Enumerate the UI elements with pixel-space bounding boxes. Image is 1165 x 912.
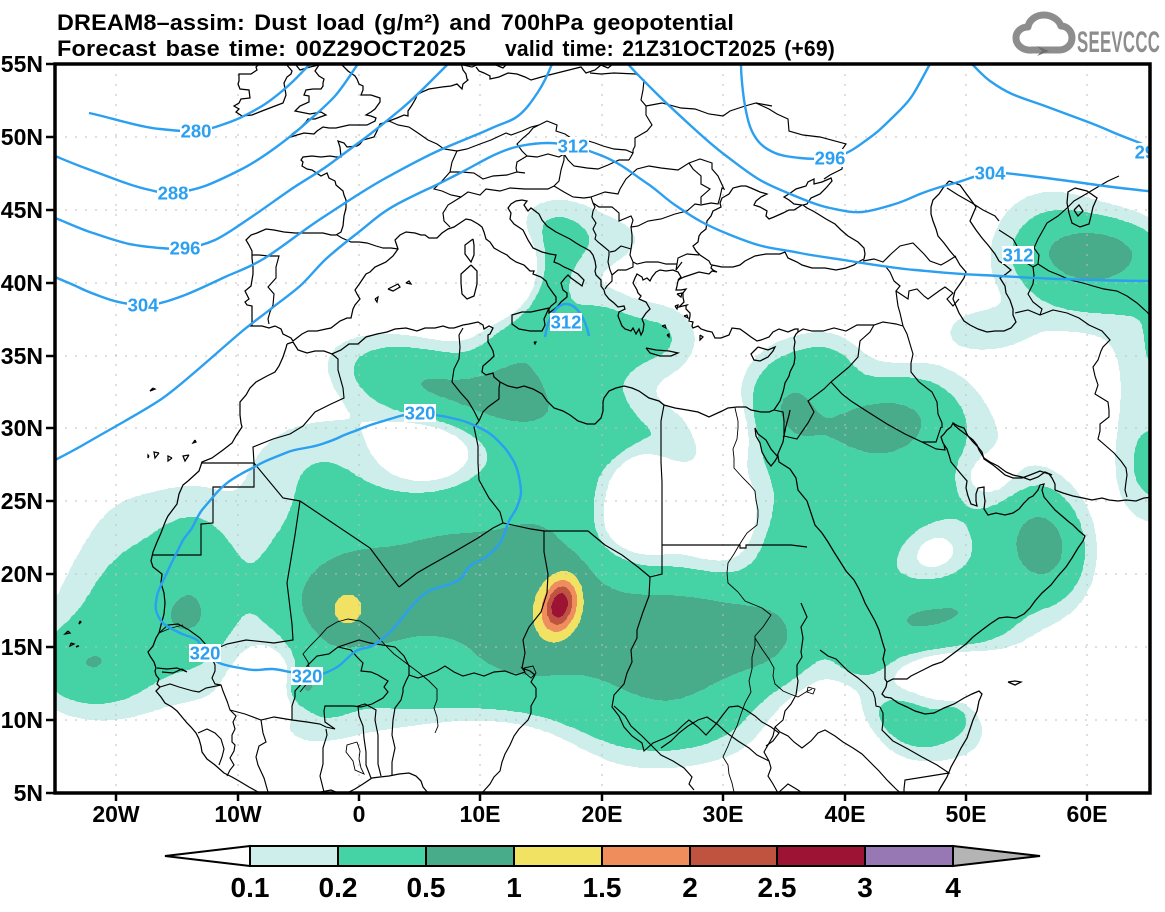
svg-text:20W: 20W	[92, 801, 140, 827]
svg-text:2: 2	[682, 872, 698, 903]
svg-text:15N: 15N	[1, 634, 43, 660]
svg-text:0.1: 0.1	[231, 872, 270, 903]
svg-text:1: 1	[506, 872, 522, 903]
svg-text:valid time: 21Z31OCT2025 (+69): valid time: 21Z31OCT2025 (+69)	[505, 36, 835, 61]
svg-text:288: 288	[158, 183, 189, 204]
svg-text:3: 3	[857, 872, 873, 903]
svg-text:296: 296	[815, 148, 846, 169]
svg-text:312: 312	[551, 312, 582, 333]
svg-text:45N: 45N	[1, 197, 43, 223]
svg-text:25N: 25N	[1, 488, 43, 514]
svg-text:312: 312	[558, 136, 589, 157]
svg-text:320: 320	[405, 403, 436, 424]
svg-text:10E: 10E	[460, 801, 501, 827]
svg-text:2.5: 2.5	[758, 872, 797, 903]
svg-text:Forecast base time: 00Z29OCT20: Forecast base time: 00Z29OCT2025	[57, 36, 466, 61]
svg-text:10W: 10W	[214, 801, 262, 827]
svg-text:304: 304	[975, 163, 1007, 184]
svg-text:312: 312	[1003, 245, 1034, 266]
svg-text:0.5: 0.5	[407, 872, 446, 903]
svg-text:296: 296	[170, 238, 201, 259]
svg-text:SEEVCCC: SEEVCCC	[1077, 26, 1160, 59]
svg-text:280: 280	[181, 121, 212, 142]
svg-text:20N: 20N	[1, 561, 43, 587]
svg-text:40N: 40N	[1, 270, 43, 296]
svg-text:35N: 35N	[1, 343, 43, 369]
svg-text:4: 4	[945, 872, 961, 903]
svg-text:50N: 50N	[1, 124, 43, 150]
svg-text:296: 296	[1135, 142, 1165, 163]
svg-text:0.2: 0.2	[319, 872, 358, 903]
svg-text:50E: 50E	[946, 801, 987, 827]
svg-text:10N: 10N	[1, 707, 43, 733]
svg-text:320: 320	[292, 666, 323, 687]
svg-text:30E: 30E	[703, 801, 744, 827]
svg-text:55N: 55N	[1, 51, 43, 77]
svg-text:60E: 60E	[1067, 801, 1108, 827]
svg-text:1.5: 1.5	[583, 872, 622, 903]
svg-text:5N: 5N	[14, 780, 43, 806]
svg-text:20E: 20E	[582, 801, 623, 827]
svg-text:40E: 40E	[825, 801, 866, 827]
svg-text:0: 0	[353, 801, 366, 827]
svg-text:304: 304	[128, 295, 160, 316]
svg-text:DREAM8–assim: Dust load (g/m²): DREAM8–assim: Dust load (g/m²) and 700hP…	[57, 10, 734, 35]
svg-text:30N: 30N	[1, 415, 43, 441]
svg-text:320: 320	[190, 643, 221, 664]
